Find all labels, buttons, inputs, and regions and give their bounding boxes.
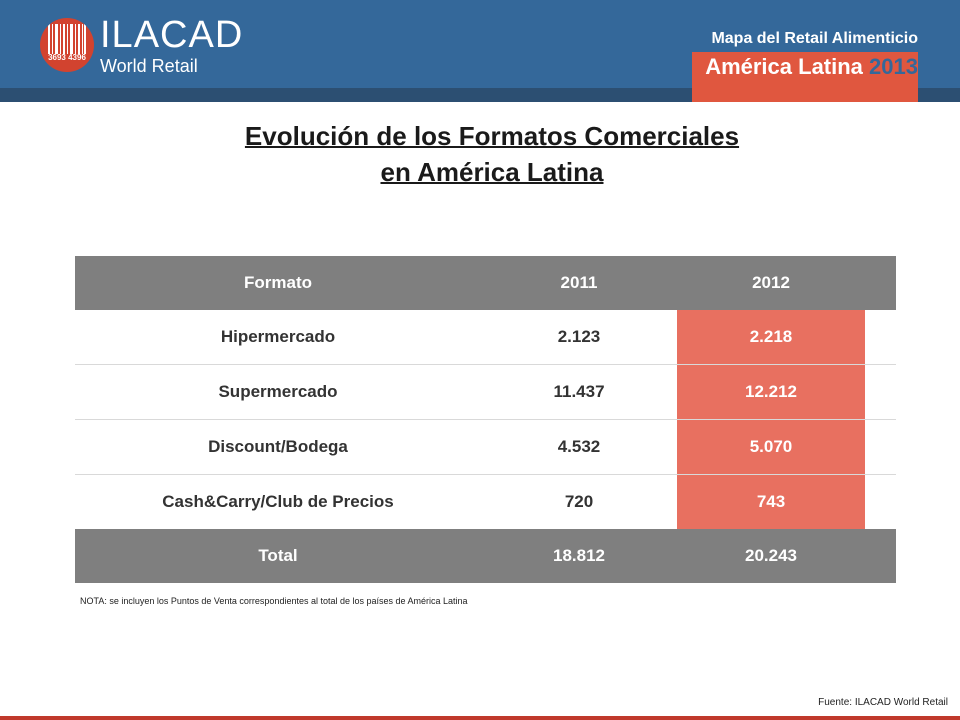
table-note: NOTA: se incluyen los Puntos de Venta co… bbox=[80, 596, 468, 606]
total-label: Total bbox=[75, 529, 481, 583]
source-credit: Fuente: ILACAD World Retail bbox=[818, 697, 948, 708]
header-title-main: América Latina bbox=[705, 54, 863, 79]
column-header-2012: 2012 bbox=[677, 256, 865, 310]
cell-spacer bbox=[865, 364, 896, 420]
formats-table: Formato 2011 2012 Hipermercado 2.123 2.2… bbox=[75, 256, 896, 583]
header-title-year: 2013 bbox=[869, 54, 918, 79]
total-spacer bbox=[865, 529, 896, 583]
cell-2011: 4.532 bbox=[481, 419, 677, 475]
table-total-row: Total 18.812 20.243 bbox=[75, 529, 896, 583]
header-title: América Latina 2013 bbox=[705, 54, 918, 80]
cell-2012: 12.212 bbox=[677, 364, 865, 420]
cell-formato: Hipermercado bbox=[75, 310, 481, 365]
logo-code: 3693 4396 bbox=[48, 53, 86, 62]
total-2012: 20.243 bbox=[677, 529, 865, 583]
cell-2012: 743 bbox=[677, 474, 865, 529]
cell-2012: 2.218 bbox=[677, 310, 865, 365]
table-row: Hipermercado 2.123 2.218 bbox=[75, 310, 896, 365]
cell-spacer bbox=[865, 310, 896, 365]
cell-formato: Supermercado bbox=[75, 364, 481, 420]
cell-formato: Cash&Carry/Club de Precios bbox=[162, 492, 394, 511]
page-title-line1: Evolución de los Formatos Comerciales bbox=[244, 121, 740, 151]
cell-2012: 5.070 bbox=[677, 419, 865, 475]
column-header-2011: 2011 bbox=[481, 256, 677, 310]
table-row: Supermercado 11.437 12.212 bbox=[75, 364, 896, 420]
column-header-spacer bbox=[865, 256, 896, 310]
cell-2011: 720 bbox=[564, 492, 594, 511]
cell-formato: Discount/Bodega bbox=[75, 419, 481, 475]
header-title-highlight bbox=[692, 52, 918, 102]
cell-spacer bbox=[865, 475, 896, 530]
page-title-line2: en América Latina bbox=[380, 157, 604, 187]
logo-name: ILACAD bbox=[100, 14, 244, 56]
cell-spacer bbox=[865, 419, 896, 475]
cell-2011: 11.437 bbox=[481, 364, 677, 420]
header-subtitle: Mapa del Retail Alimenticio bbox=[711, 30, 918, 47]
bottom-rule bbox=[0, 716, 960, 720]
barcode-logo-icon: 3693 4396 bbox=[40, 18, 94, 72]
page-title: Evolución de los Formatos Comerciales en… bbox=[150, 118, 834, 190]
logo-tagline: World Retail bbox=[100, 56, 198, 76]
barcode-icon bbox=[48, 24, 86, 54]
total-2011: 18.812 bbox=[481, 529, 677, 583]
column-header-formato: Formato bbox=[75, 256, 481, 310]
cell-2011: 2.123 bbox=[481, 310, 677, 365]
table-row: Cash&Carry/Club de Precios 720 743 bbox=[75, 474, 896, 530]
table-row: Discount/Bodega 4.532 5.070 bbox=[75, 419, 896, 475]
table-header-row: Formato 2011 2012 bbox=[75, 256, 896, 310]
